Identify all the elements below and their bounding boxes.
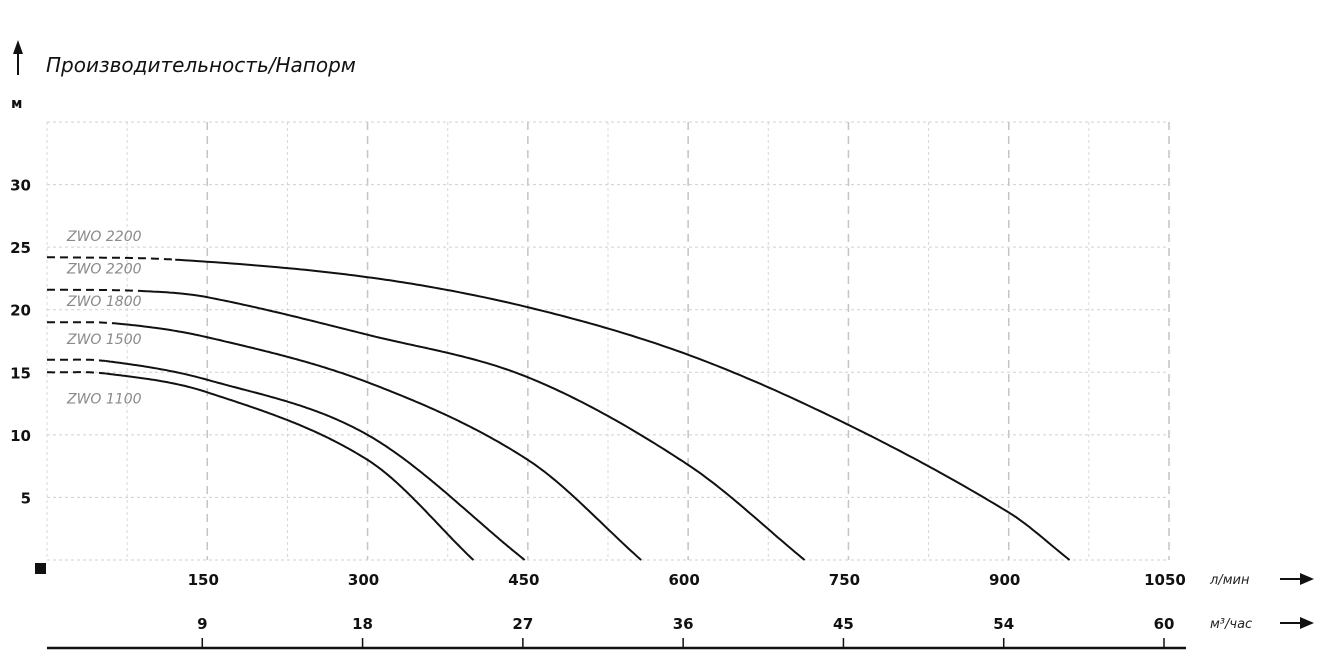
y-axis-ticks: 5 10 15 20 25 30 — [10, 177, 31, 508]
x2-axis-label: м³/час — [1210, 617, 1252, 632]
x-tick-label: 150 — [188, 571, 219, 589]
x2-tick-label: 36 — [673, 615, 694, 633]
x2-tick-label: 9 — [197, 615, 207, 633]
x-axis-arrow-icon — [1280, 573, 1314, 585]
series-dashed-segment — [47, 288, 140, 292]
x-axis-label: л/мин — [1209, 573, 1250, 588]
series-line — [175, 258, 1071, 561]
x2-tick-label: 45 — [833, 615, 854, 633]
series-label: ZWO 2200 — [66, 229, 142, 245]
grid — [46, 121, 1170, 561]
series-label: ZWO 1500 — [66, 332, 142, 348]
x2-tick-label: 60 — [1154, 615, 1175, 633]
x-tick-label: 750 — [829, 571, 860, 589]
x2-tick-label: 27 — [512, 615, 533, 633]
series-label: ZWO 1800 — [66, 294, 142, 310]
x-tick-label: 300 — [348, 571, 379, 589]
y-tick-label: 25 — [10, 239, 31, 257]
series-dashed-segment — [47, 256, 176, 261]
series-label: ZWO 2200 — [66, 262, 142, 278]
series-line — [105, 360, 526, 561]
series-labels: ZWO 2200 ZWO 2200 ZWO 1800 ZWO 1500 ZWO 1100 — [66, 229, 142, 407]
x-axis-ticks: 150 300 450 600 750 900 1050 — [188, 571, 1186, 589]
origin-marker — [35, 563, 46, 574]
x-tick-label: 450 — [508, 571, 539, 589]
y-tick-label: 20 — [10, 302, 31, 320]
series-dashed-segment — [47, 358, 106, 362]
y-axis-arrow-icon — [13, 40, 23, 75]
series-label: ZWO 1100 — [66, 391, 142, 407]
x-tick-label: 900 — [989, 571, 1020, 589]
series-line — [105, 372, 475, 561]
series-line — [116, 322, 642, 561]
x2-tick-label: 18 — [352, 615, 373, 633]
x2-axis-arrow-icon — [1280, 617, 1314, 629]
y-tick-label: 10 — [10, 427, 31, 445]
x2-axis-ticks: 9 18 27 36 45 54 60 — [197, 615, 1174, 648]
x-tick-label: 600 — [668, 571, 699, 589]
x2-tick-label: 54 — [993, 615, 1014, 633]
series-dashed-segment — [47, 321, 117, 325]
curves — [47, 256, 1071, 561]
y-tick-label: 30 — [10, 177, 31, 195]
y-axis-label: м — [11, 96, 22, 112]
y-tick-label: 5 — [21, 489, 31, 507]
x-tick-label: 1050 — [1144, 571, 1186, 589]
chart-title: Производительность/Напорм — [46, 53, 356, 77]
series-line — [139, 289, 806, 561]
series-dashed-segment — [47, 371, 106, 375]
y-tick-label: 15 — [10, 364, 31, 382]
